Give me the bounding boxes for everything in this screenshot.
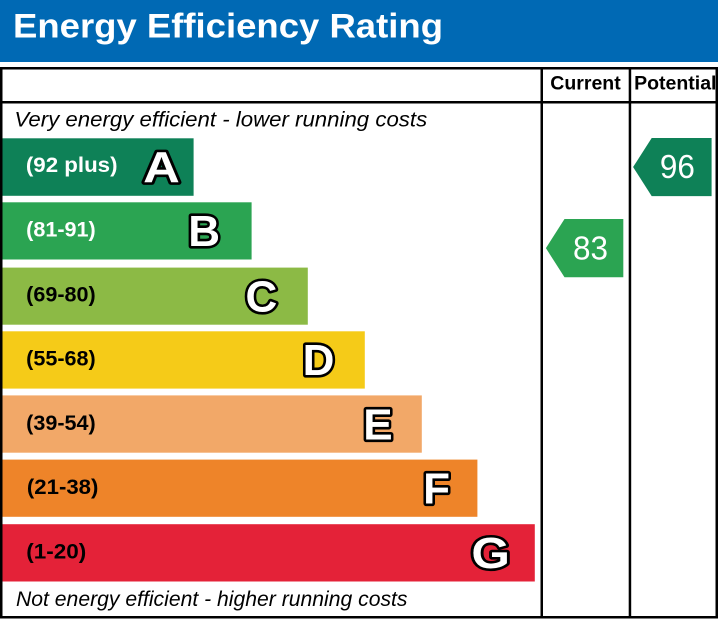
svg-text:(69-80): (69-80)	[26, 283, 96, 307]
svg-text:G: G	[471, 529, 510, 578]
svg-text:(1-20): (1-20)	[26, 539, 86, 563]
svg-text:83: 83	[573, 229, 608, 266]
svg-text:(39-54): (39-54)	[26, 411, 96, 435]
svg-text:(92 plus): (92 plus)	[26, 153, 118, 177]
svg-text:(81-91): (81-91)	[26, 217, 96, 241]
svg-text:Potential: Potential	[634, 72, 716, 94]
svg-text:C: C	[245, 272, 277, 321]
svg-text:96: 96	[660, 148, 695, 185]
svg-text:(21-38): (21-38)	[27, 475, 99, 499]
svg-text:B: B	[188, 207, 220, 256]
svg-text:D: D	[303, 336, 335, 385]
svg-text:Very energy efficient - lower: Very energy efficient - lower running co…	[14, 108, 427, 132]
svg-text:E: E	[363, 401, 392, 450]
svg-text:A: A	[143, 143, 180, 192]
svg-text:F: F	[423, 465, 450, 514]
svg-text:(55-68): (55-68)	[26, 346, 96, 370]
svg-text:Current: Current	[550, 72, 621, 94]
svg-text:Not energy efficient - higher: Not energy efficient - higher running co…	[16, 587, 408, 611]
svg-text:Energy Efficiency Rating: Energy Efficiency Rating	[13, 8, 443, 46]
